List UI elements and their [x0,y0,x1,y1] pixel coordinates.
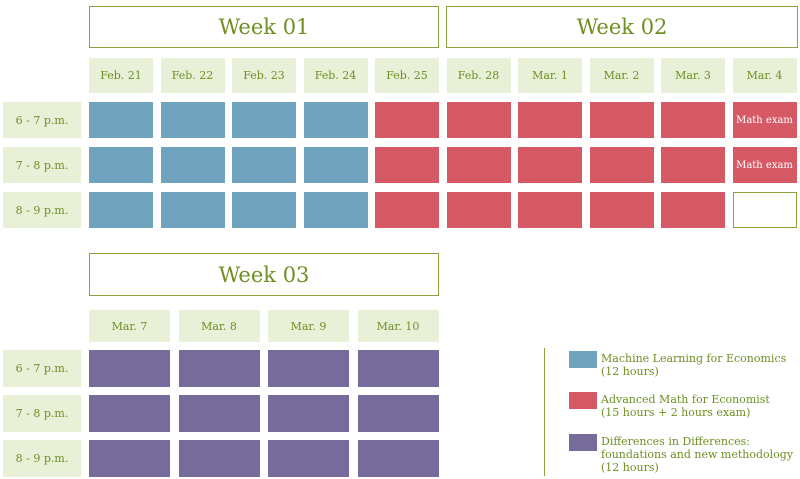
legend-detail-am: (15 hours + 2 hours exam) [601,406,751,419]
time-slot-label: 8 - 9 p.m. [3,440,81,477]
time-slot-label: 7 - 8 p.m. [3,147,81,183]
legend-title-ml: Machine Learning for Economics [601,352,787,365]
legend-detail-did: (12 hours) [601,461,659,474]
session-cell-am [446,192,511,228]
session-cell-am [518,102,582,138]
time-slot-label: 7 - 8 p.m. [3,395,81,432]
time-slot-label: 6 - 7 p.m. [3,102,81,138]
session-cell-ml [89,102,153,138]
session-cell-ml [160,192,225,228]
session-cell-ml [303,147,368,183]
week-02-banner: Week 02 [446,6,798,48]
session-cell-did [178,440,260,477]
session-cell-am [589,102,654,138]
session-cell-did [89,395,170,432]
session-cell-ml [303,192,368,228]
date-header: Mar. 7 [89,310,170,342]
session-cell-did [178,395,260,432]
session-cell-am [375,147,439,183]
date-header: Mar. 10 [357,310,439,342]
time-slot-label: 6 - 7 p.m. [3,350,81,387]
week-03-label: Week 03 [218,262,310,287]
session-cell-am [589,192,654,228]
date-header: Mar. 3 [661,58,725,93]
legend-swatch-ml [569,351,597,368]
session-cell-am [661,147,725,183]
session-cell-did [178,350,260,387]
session-cell-ml [232,147,296,183]
session-cell-ml [232,102,296,138]
legend-swatch-am [569,392,597,409]
legend-title-did: Differences in Differences: foundations … [601,435,794,461]
session-cell-did [357,350,439,387]
date-header: Mar. 1 [518,58,582,93]
session-cell-ml [89,147,153,183]
session-cell-am [518,147,582,183]
session-cell-did [357,395,439,432]
session-cell-did [89,440,170,477]
week-02-label: Week 02 [576,15,668,39]
session-cell-did [268,440,349,477]
date-header: Feb. 25 [375,58,439,93]
session-cell-am [518,192,582,228]
legend-title-am: Advanced Math for Economist [601,393,770,406]
date-header: Feb. 21 [89,58,153,93]
legend-detail-ml: (12 hours) [601,365,659,378]
session-cell-ml [232,192,296,228]
exam-cell: Math exam [732,147,797,183]
session-cell-am [446,147,511,183]
legend-item-ml: Machine Learning for Economics (12 hours… [601,352,796,378]
week-03-banner: Week 03 [89,253,439,296]
session-cell-ml [160,147,225,183]
week-01-banner: Week 01 [89,6,439,48]
exam-cell: Math exam [732,102,797,138]
legend-divider [544,348,545,476]
legend-item-am: Advanced Math for Economist (15 hours + … [601,393,796,419]
session-cell-am [375,192,439,228]
session-cell-did [268,350,349,387]
session-cell-ml [160,102,225,138]
session-cell-did [357,440,439,477]
date-header: Mar. 4 [732,58,797,93]
empty-cell [732,192,797,228]
session-cell-am [375,102,439,138]
date-header: Mar. 2 [589,58,654,93]
session-cell-am [661,102,725,138]
session-cell-ml [89,192,153,228]
time-slot-label: 8 - 9 p.m. [3,192,81,228]
session-cell-did [89,350,170,387]
date-header: Feb. 23 [232,58,296,93]
week-01-label: Week 01 [218,15,310,39]
session-cell-am [446,102,511,138]
session-cell-did [268,395,349,432]
session-cell-am [589,147,654,183]
date-header: Mar. 8 [178,310,260,342]
date-header: Feb. 28 [446,58,511,93]
date-header: Feb. 24 [303,58,368,93]
legend-item-did: Differences in Differences: foundations … [601,435,796,474]
session-cell-ml [303,102,368,138]
date-header: Mar. 9 [268,310,349,342]
date-header: Feb. 22 [160,58,225,93]
session-cell-am [661,192,725,228]
legend-swatch-did [569,434,597,451]
